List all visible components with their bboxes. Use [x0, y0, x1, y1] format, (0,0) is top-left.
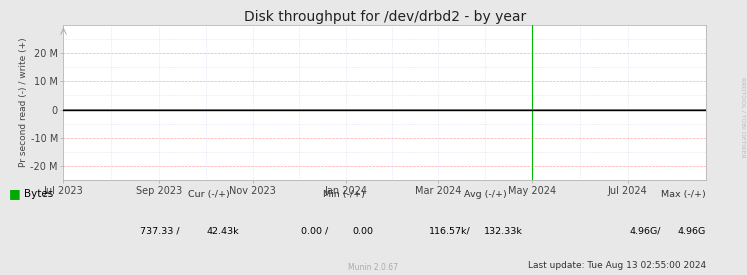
Text: 42.43k: 42.43k — [206, 227, 239, 236]
Text: Avg (-/+): Avg (-/+) — [464, 190, 507, 199]
Text: 132.33k: 132.33k — [484, 227, 523, 236]
Text: Min (-/+): Min (-/+) — [323, 190, 365, 199]
Text: Cur (-/+): Cur (-/+) — [188, 190, 230, 199]
Text: 4.96G/: 4.96G/ — [630, 227, 661, 236]
Y-axis label: Pr second read (-) / write (+): Pr second read (-) / write (+) — [19, 38, 28, 167]
Text: 0.00: 0.00 — [353, 227, 374, 236]
Text: Bytes: Bytes — [24, 189, 53, 199]
Text: 116.57k/: 116.57k/ — [429, 227, 471, 236]
Text: 4.96G: 4.96G — [678, 227, 706, 236]
Text: ■: ■ — [9, 187, 21, 200]
Text: Munin 2.0.67: Munin 2.0.67 — [349, 263, 398, 272]
Text: 737.33 /: 737.33 / — [140, 227, 179, 236]
Text: Last update: Tue Aug 13 02:55:00 2024: Last update: Tue Aug 13 02:55:00 2024 — [528, 261, 706, 270]
Text: RRDTOOL / TOBI OETIKER: RRDTOOL / TOBI OETIKER — [740, 77, 746, 158]
Text: 0.00 /: 0.00 / — [302, 227, 329, 236]
Title: Disk throughput for /dev/drbd2 - by year: Disk throughput for /dev/drbd2 - by year — [244, 10, 526, 24]
Text: Max (-/+): Max (-/+) — [661, 190, 706, 199]
